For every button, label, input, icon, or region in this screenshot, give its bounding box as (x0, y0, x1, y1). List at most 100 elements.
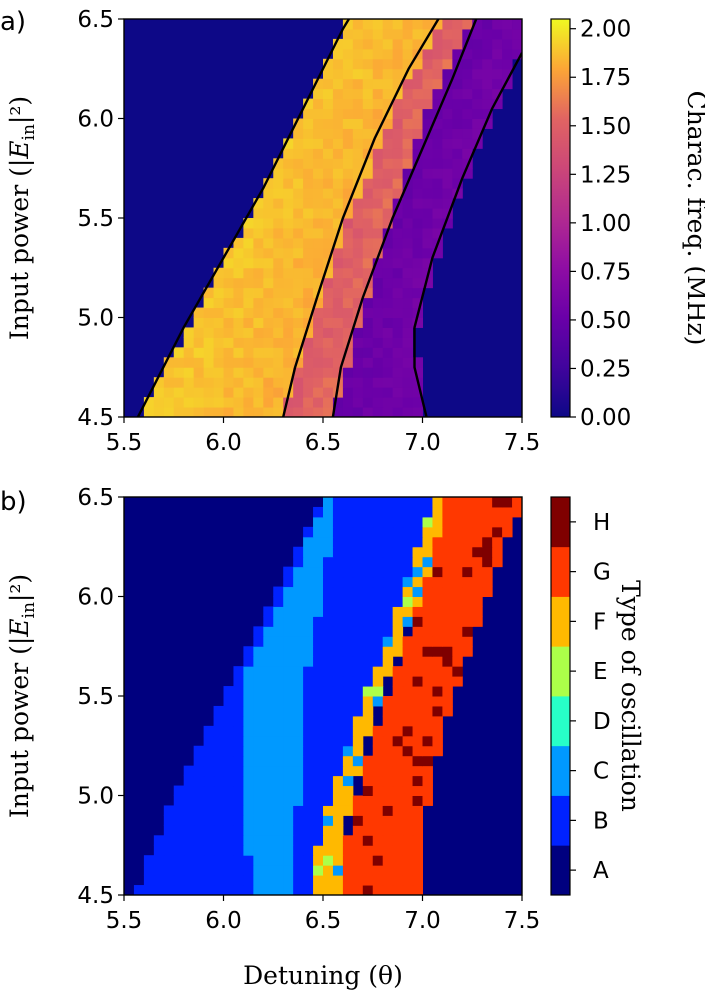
heatmap-cell (273, 586, 284, 597)
heatmap-cell (303, 556, 314, 568)
heatmap-cell (332, 775, 344, 787)
heatmap-cell (432, 28, 443, 40)
heatmap-cell (412, 497, 423, 508)
heatmap-cell (442, 178, 453, 189)
heatmap-cell (193, 745, 205, 757)
heatmap-cell (362, 785, 374, 796)
heatmap-cell (273, 227, 284, 239)
heatmap-cell (462, 19, 473, 30)
heatmap-cell (253, 696, 264, 707)
heatmap-cell (352, 237, 364, 249)
heatmap-cell (303, 536, 314, 548)
heatmap-cell (153, 875, 165, 886)
heatmap-cell (303, 227, 314, 239)
heatmap-cell (342, 347, 354, 358)
heatmap-cell (323, 297, 334, 309)
heatmap-cell (382, 835, 394, 846)
heatmap-cell (283, 705, 294, 717)
heatmap-cell (273, 775, 284, 787)
heatmap-cell (382, 58, 394, 70)
heatmap-cell (372, 745, 384, 757)
heatmap-cell (402, 516, 414, 528)
heatmap-cell (203, 407, 215, 417)
heatmap-cell (323, 805, 334, 816)
heatmap-cell (313, 656, 324, 667)
heatmap-cell (412, 606, 423, 617)
heatmap-cell (193, 765, 205, 777)
heatmap-cell (392, 367, 404, 378)
heatmap-cell (432, 218, 443, 229)
heatmap-cell (283, 696, 294, 707)
heatmap-cell (283, 566, 294, 578)
heatmap-cell (303, 277, 314, 289)
heatmap-cell (342, 377, 354, 388)
heatmap-cell (432, 506, 443, 518)
heatmap-cell (372, 815, 384, 826)
heatmap-cell (263, 606, 274, 617)
heatmap-cell (303, 98, 314, 110)
heatmap-cell (352, 128, 364, 139)
heatmap-cell (392, 138, 404, 149)
heatmap-cell (253, 885, 264, 895)
heatmap-cell (372, 626, 384, 637)
heatmap-cell (293, 745, 304, 757)
heatmap-cell (372, 377, 384, 388)
heatmap-cell (273, 835, 284, 846)
heatmap-cell (452, 19, 463, 30)
heatmap-cell (273, 237, 284, 249)
heatmap-cell (432, 616, 443, 627)
heatmap-cell (402, 28, 414, 40)
heatmap-cell (332, 715, 344, 727)
heatmap-cell (452, 606, 463, 617)
heatmap-cell (382, 646, 394, 657)
heatmap-cell (243, 735, 254, 747)
heatmap-cell (392, 158, 404, 169)
heatmap-cell (332, 108, 344, 119)
heatmap-cell (512, 506, 522, 518)
heatmap-cell (313, 168, 324, 179)
heatmap-cell (472, 98, 483, 110)
heatmap-cell (412, 526, 423, 538)
heatmap-cell (283, 327, 294, 338)
heatmap-cell (263, 218, 274, 229)
heatmap-cell (462, 626, 473, 637)
heatmap-cell (402, 586, 414, 597)
heatmap-cell (332, 178, 344, 189)
x-tick-label: 6.5 (305, 430, 342, 456)
heatmap-cell (303, 237, 314, 249)
heatmap-cell (452, 636, 463, 647)
heatmap-cell (502, 38, 513, 50)
heatmap-cell (362, 815, 374, 826)
heatmap-cell (472, 576, 483, 588)
heatmap-cell (303, 715, 314, 727)
heatmap-cell (303, 666, 314, 677)
heatmap-cell (382, 765, 394, 777)
heatmap-cell (382, 696, 394, 707)
heatmap-cell (273, 865, 284, 876)
heatmap-cell (422, 556, 433, 568)
heatmap-cell (402, 646, 414, 657)
heatmap-cell (233, 307, 244, 318)
heatmap-cell (392, 297, 404, 309)
heatmap-cell (412, 616, 423, 627)
heatmap-cell (442, 626, 453, 637)
heatmap-cell (253, 337, 264, 348)
heatmap-cell (342, 78, 354, 90)
heatmap-cell (323, 586, 334, 597)
heatmap-cell (273, 616, 284, 627)
heatmap-cell (352, 815, 364, 826)
heatmap-cell (342, 118, 354, 129)
heatmap-cell (392, 835, 404, 846)
heatmap-cell (462, 48, 473, 60)
heatmap-cell (382, 347, 394, 358)
heatmap-cell (402, 347, 414, 358)
heatmap-cell (402, 835, 414, 846)
heatmap-cell (293, 755, 304, 767)
heatmap-cell (432, 198, 443, 209)
heatmap-cell (313, 208, 324, 219)
heatmap-cell (382, 68, 394, 80)
heatmap-cell (442, 58, 453, 70)
heatmap-cell (263, 247, 274, 259)
heatmap-cell (323, 367, 334, 378)
heatmap-cell (392, 267, 404, 279)
